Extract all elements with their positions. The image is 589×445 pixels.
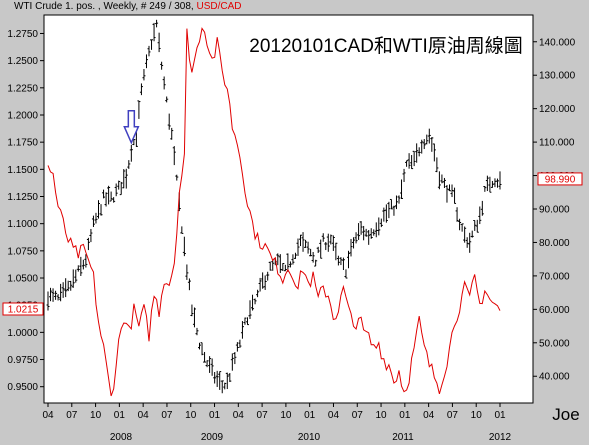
right-tick-label: 110.000: [539, 138, 575, 149]
left-tick-label: 1.1250: [7, 192, 38, 203]
x-tick-label: 01: [494, 410, 506, 421]
chart-title: 20120101CAD和WTI原油周線圖: [249, 35, 522, 57]
x-tick-label: 01: [209, 410, 221, 421]
x-tick-label: 04: [233, 410, 245, 421]
x-tick-label: 01: [304, 410, 316, 421]
x-year-label: 2008: [110, 432, 133, 443]
right-tick-label: 60.000: [539, 305, 570, 316]
left-tick-label: 1.1000: [7, 219, 38, 230]
left-tick-label: 1.2750: [7, 29, 38, 40]
x-tick-label: 07: [257, 410, 269, 421]
left-tick-label: 1.1500: [7, 165, 38, 176]
left-current-value-box: [2, 302, 44, 316]
right-tick-label: 120.000: [539, 104, 576, 115]
x-tick-label: 07: [352, 410, 364, 421]
chart-header: WTI Crude 1. pos. , Weekly, # 249 / 308,…: [0, 0, 589, 14]
right-tick-label: 70.000: [539, 271, 570, 282]
x-tick-label: 04: [328, 410, 340, 421]
left-tick-label: 1.1750: [7, 138, 38, 149]
right-tick-label: 50.000: [539, 338, 570, 349]
x-year-label: 2010: [298, 432, 321, 443]
x-year-label: 2011: [392, 432, 414, 443]
right-tick-label: 90.000: [539, 205, 570, 216]
wti-bars: [46, 19, 502, 394]
x-tick-label: 10: [280, 410, 292, 421]
right-tick-label: 40.000: [539, 372, 570, 383]
x-tick-label: 07: [66, 410, 78, 421]
right-tick-label: 140.000: [539, 37, 576, 48]
left-axis: 1.2750 1.2500 1.2250 1.2000 1.1750 1.1500 1.12…: [2, 29, 44, 393]
right-tick-label: 80.000: [539, 238, 570, 249]
x-tick-label: 01: [399, 410, 411, 421]
left-tick-label: 1.0500: [7, 274, 38, 285]
right-axis: 140.000130.000120.000110.000100.00090.00…: [533, 37, 583, 383]
x-year-label: 2009: [201, 432, 224, 443]
plot-area: [43, 14, 534, 404]
down-arrow-icon: [123, 110, 140, 145]
x-tick-label: 01: [114, 410, 126, 421]
left-tick-label: 1.2250: [7, 83, 38, 94]
right-tick-label: 130.000: [539, 71, 576, 82]
signature: Joe: [552, 405, 579, 424]
left-tick-label: 0.9750: [7, 355, 38, 366]
left-tick-label: 1.0750: [7, 246, 38, 257]
annotation-arrow: [123, 110, 140, 145]
x-axis: 04 07 10 01 04 07 10 01 04 07 10 01 04 07 10 01 04 07 10 01…: [42, 403, 512, 443]
left-tick-label: 1.0000: [7, 328, 38, 339]
right-current-value: 98.990: [545, 174, 576, 185]
x-tick-label: 04: [42, 410, 54, 421]
header-secondary-text: USD/CAD: [196, 1, 242, 12]
left-tick-label: 0.9500: [7, 382, 38, 393]
usdcad-line: [47, 27, 501, 397]
x-tick-label: 10: [375, 410, 387, 421]
left-current-value: 1.0215: [8, 304, 39, 315]
x-tick-label: 10: [471, 410, 483, 421]
left-tick-label: 1.2500: [7, 56, 38, 67]
x-year-label: 2012: [489, 432, 512, 443]
x-tick-label: 10: [90, 410, 102, 421]
x-tick-label: 04: [423, 410, 435, 421]
x-tick-label: 07: [447, 410, 459, 421]
right-current-value-box: [537, 172, 583, 186]
x-tick-label: 10: [185, 410, 197, 421]
header-primary-text: WTI Crude 1. pos. , Weekly, # 249 / 308,: [14, 1, 194, 12]
x-tick-label: 07: [161, 410, 173, 421]
left-tick-label: 1.2000: [7, 110, 38, 121]
x-tick-label: 04: [138, 410, 150, 421]
